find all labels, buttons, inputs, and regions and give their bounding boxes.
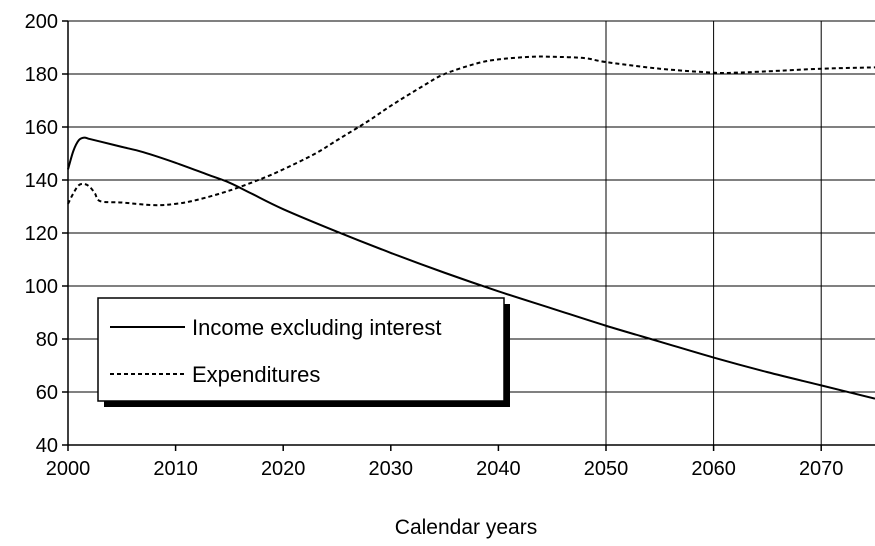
y-tick-label-80: 80 (36, 329, 58, 351)
legend-label-income: Income excluding interest (192, 315, 441, 340)
y-tick-label-180: 180 (25, 64, 58, 86)
y-tick-label-140: 140 (25, 170, 58, 192)
x-tick-label-2030: 2030 (369, 458, 414, 480)
series-line-expenditures (67, 55, 875, 207)
x-tick-label-2000: 2000 (46, 458, 91, 480)
x-tick-label-2050: 2050 (584, 458, 629, 480)
y-tick-label-160: 160 (25, 117, 58, 139)
x-tick-label-2040: 2040 (476, 458, 521, 480)
x-tick-label-2010: 2010 (153, 458, 198, 480)
x-axis-title: Calendar years (395, 516, 537, 539)
y-tick-label-60: 60 (36, 382, 58, 404)
legend-box (97, 297, 505, 402)
legend-label-expenditures: Expenditures (192, 362, 320, 387)
x-tick-label-2060: 2060 (691, 458, 736, 480)
series-line-income-excluding-interest (67, 136, 875, 400)
y-tick-label-200: 200 (25, 11, 58, 33)
legend: Income excluding interest Expenditures (97, 297, 510, 407)
axes: 40 60 80 100 120 140 160 180 200 2000 2010 2020 2030… (25, 11, 875, 480)
series-layer (67, 55, 875, 400)
x-tick-label-2020: 2020 (261, 458, 306, 480)
y-tick-label-40: 40 (36, 435, 58, 457)
x-tick-label-2070: 2070 (799, 458, 844, 480)
y-tick-label-120: 120 (25, 223, 58, 245)
y-tick-label-100: 100 (25, 276, 58, 298)
